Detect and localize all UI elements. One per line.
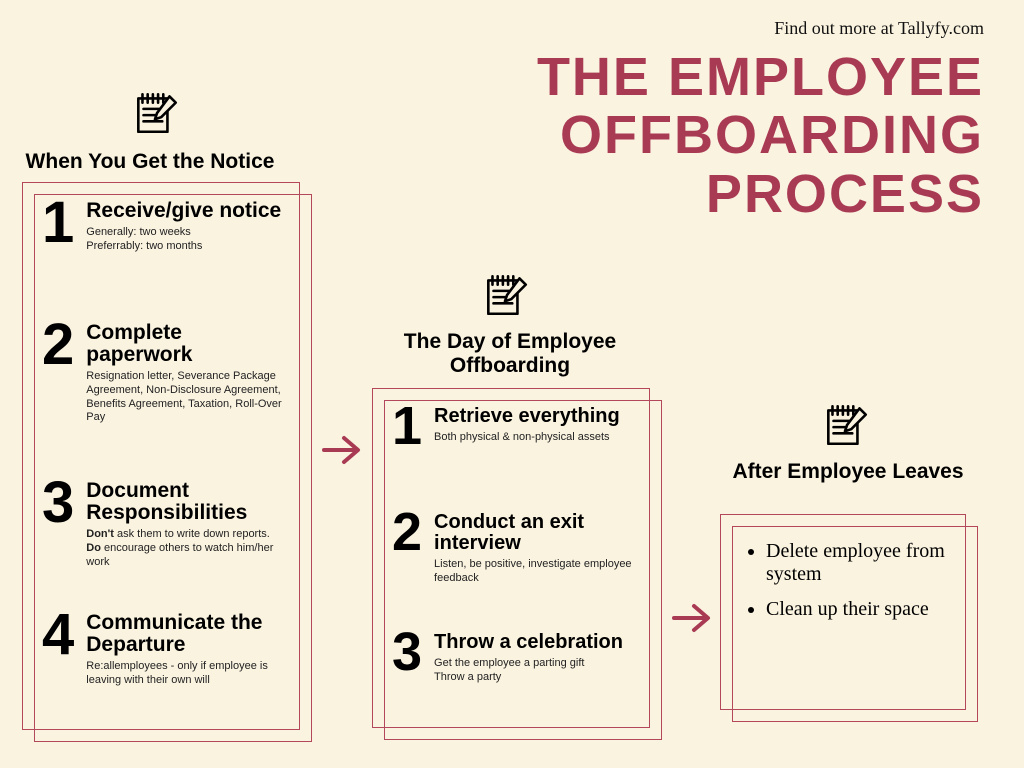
step-number: 1 bbox=[42, 198, 74, 247]
step-number: 3 bbox=[392, 630, 422, 676]
step-item: 1 Retrieve everything Both physical & non-… bbox=[392, 404, 642, 450]
section1-heading: When You Get the Notice bbox=[20, 150, 280, 174]
step-number: 3 bbox=[42, 478, 74, 527]
step-number: 4 bbox=[42, 610, 74, 659]
step-title: Throw a celebration bbox=[434, 632, 623, 653]
section3-bullets: Delete employee from system Clean up thei… bbox=[748, 540, 948, 633]
step-number: 2 bbox=[42, 320, 74, 369]
step-number: 2 bbox=[392, 510, 422, 556]
bullet-item: Delete employee from system bbox=[766, 540, 948, 586]
step-desc: Resignation letter, Severance Package Ag… bbox=[86, 370, 292, 425]
step-item: 4 Communicate the Departure Re:allemployee… bbox=[42, 610, 292, 688]
step-desc: Both physical & non-physical assets bbox=[434, 431, 620, 445]
step-title: Conduct an exit interview bbox=[434, 512, 642, 554]
step-desc: Get the employee a parting giftThrow a p… bbox=[434, 657, 623, 685]
header-link[interactable]: Find out more at Tallyfy.com bbox=[774, 18, 984, 39]
step-item: 3 Throw a celebration Get the employee a p… bbox=[392, 630, 642, 685]
arrow-icon bbox=[320, 430, 368, 475]
section2-heading: The Day of Employee Offboarding bbox=[380, 330, 640, 378]
step-desc: Re:allemployees - only if employee is le… bbox=[86, 660, 292, 688]
step-desc: Generally: two weeksPreferrably: two mon… bbox=[86, 226, 281, 254]
arrow-icon bbox=[670, 598, 718, 643]
step-item: 3 Document ResponsibilitiesDon't ask them… bbox=[42, 478, 292, 569]
step-title: Retrieve everything bbox=[434, 406, 620, 427]
main-title: THE EMPLOYEE OFFBOARDING PROCESS bbox=[454, 48, 984, 223]
notepad-icon bbox=[130, 86, 182, 138]
bullet-item: Clean up their space bbox=[766, 598, 948, 621]
step-item: 1 Receive/give notice Generally: two weeks… bbox=[42, 198, 292, 254]
step-desc: Listen, be positive, investigate employe… bbox=[434, 558, 642, 586]
step-title: Receive/give notice bbox=[86, 200, 281, 222]
step-desc: Don't ask them to write down reports.Do … bbox=[86, 528, 292, 569]
step-number: 1 bbox=[392, 404, 422, 450]
section3-heading: After Employee Leaves bbox=[728, 460, 968, 484]
step-title: Complete paperwork bbox=[86, 322, 292, 366]
step-title: Communicate the Departure bbox=[86, 612, 292, 656]
notepad-icon bbox=[820, 398, 872, 450]
notepad-icon bbox=[480, 268, 532, 320]
step-item: 2 Conduct an exit interview Listen, be pos… bbox=[392, 510, 642, 586]
step-title: Document Responsibilities bbox=[86, 480, 292, 524]
step-item: 2 Complete paperworkResignation letter, S… bbox=[42, 320, 292, 425]
